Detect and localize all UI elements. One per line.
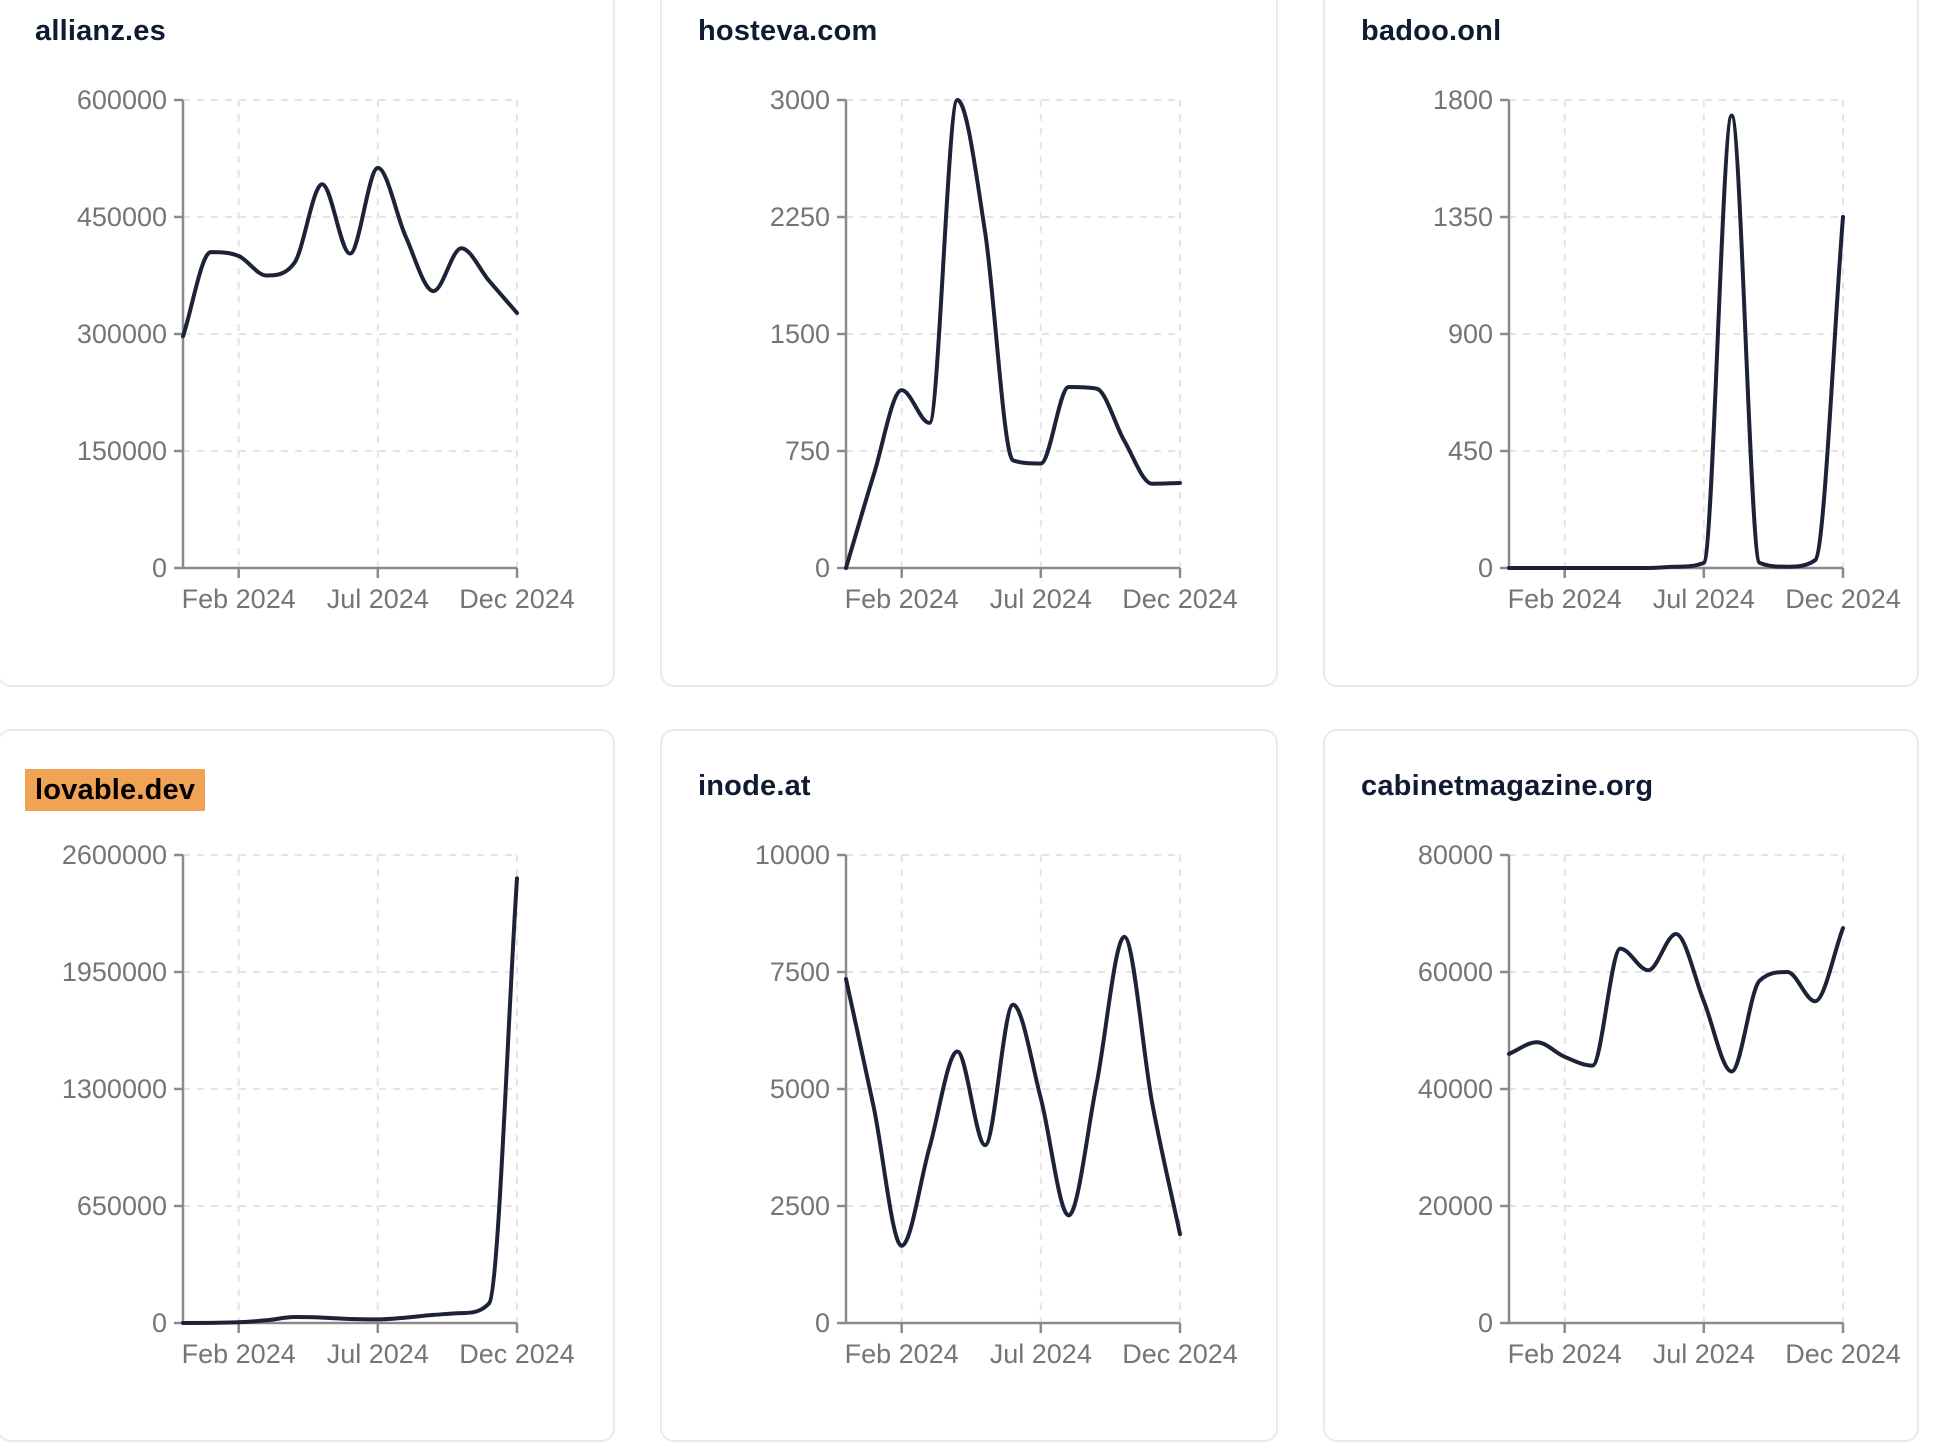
y-tick-label: 600000: [77, 85, 167, 115]
x-tick-label: Dec 2024: [459, 1339, 575, 1369]
domain-title: allianz.es: [35, 14, 587, 48]
traffic-card-4: lovable.dev 0 650000 1300000 1950000 2600000…: [0, 729, 615, 1442]
y-tick-label: 1500: [770, 319, 830, 349]
y-tick-label: 450: [1448, 436, 1493, 466]
x-tick-label: Feb 2024: [182, 584, 296, 614]
y-tick-label: 10000: [755, 840, 830, 870]
x-tick-label: Jul 2024: [990, 584, 1092, 614]
y-tick-label: 0: [815, 553, 830, 583]
y-tick-label: 1950000: [62, 957, 167, 987]
x-tick-label: Jul 2024: [990, 1339, 1092, 1369]
y-tick-label: 20000: [1418, 1191, 1493, 1221]
traffic-series-line: [844, 934, 1182, 1248]
traffic-line-chart: 0 20000 40000 60000 80000 Feb 2024 Jul 2024 Dec…: [1418, 840, 1901, 1369]
y-tick-label: 0: [1478, 553, 1493, 583]
x-tick-label: Jul 2024: [327, 584, 429, 614]
y-tick-label: 7500: [770, 957, 830, 987]
x-tick-label: Dec 2024: [459, 584, 575, 614]
y-tick-label: 750: [785, 436, 830, 466]
domain-title-text: badoo.onl: [1361, 15, 1502, 47]
traffic-card-6: cabinetmagazine.org 0 20000 40000 60000 8000…: [1323, 729, 1919, 1442]
domain-title: lovable.dev: [25, 769, 587, 811]
x-tick-label: Jul 2024: [1653, 584, 1755, 614]
y-tick-label: 2250: [770, 202, 830, 232]
y-tick-label: 0: [152, 553, 167, 583]
y-tick-label: 1350: [1433, 202, 1493, 232]
traffic-card-3: badoo.onl 0 450 900 1350 1800 Feb 2024 Jul 202…: [1323, 0, 1919, 687]
y-tick-label: 2500: [770, 1191, 830, 1221]
x-tick-label: Dec 2024: [1785, 1339, 1901, 1369]
y-tick-label: 0: [815, 1308, 830, 1338]
x-tick-label: Feb 2024: [182, 1339, 296, 1369]
traffic-series-line: [181, 165, 519, 339]
traffic-line-chart: 0 450 900 1350 1800 Feb 2024 Jul 2024 Dec 2024: [1433, 85, 1901, 614]
domain-title: badoo.onl: [1361, 14, 1913, 48]
x-tick-label: Feb 2024: [845, 1339, 959, 1369]
x-tick-label: Feb 2024: [1508, 584, 1622, 614]
y-tick-label: 0: [1478, 1308, 1493, 1338]
traffic-card-5: inode.at 0 2500 5000 7500 10000 Feb 2024 Jul 2…: [660, 729, 1278, 1442]
domain-title: inode.at: [698, 769, 1250, 803]
domain-title-text: allianz.es: [35, 15, 166, 47]
traffic-series-line: [844, 98, 1182, 570]
y-tick-label: 80000: [1418, 840, 1493, 870]
x-tick-label: Dec 2024: [1122, 584, 1238, 614]
y-tick-label: 1800: [1433, 85, 1493, 115]
y-tick-label: 150000: [77, 436, 167, 466]
traffic-line-chart: 0 650000 1300000 1950000 2600000 Feb 2024 Jul …: [62, 840, 575, 1369]
x-tick-label: Dec 2024: [1122, 1339, 1238, 1369]
traffic-card-2: hosteva.com 0 750 1500 2250 3000 Feb 2024 Jul …: [660, 0, 1278, 687]
domain-title: hosteva.com: [698, 14, 1250, 48]
y-tick-label: 40000: [1418, 1074, 1493, 1104]
domain-title-text: lovable.dev: [25, 769, 206, 811]
y-tick-label: 0: [152, 1308, 167, 1338]
y-tick-label: 60000: [1418, 957, 1493, 987]
y-tick-label: 300000: [77, 319, 167, 349]
domain-title-text: cabinetmagazine.org: [1361, 770, 1654, 802]
y-tick-label: 3000: [770, 85, 830, 115]
y-tick-label: 650000: [77, 1191, 167, 1221]
traffic-line-chart: 0 2500 5000 7500 10000 Feb 2024 Jul 2024 Dec 20…: [755, 840, 1238, 1369]
x-tick-label: Feb 2024: [1508, 1339, 1622, 1369]
domain-title-text: hosteva.com: [698, 15, 878, 47]
traffic-line-chart: 0 750 1500 2250 3000 Feb 2024 Jul 2024 Dec 2024: [770, 85, 1238, 614]
y-tick-label: 1300000: [62, 1074, 167, 1104]
x-tick-label: Dec 2024: [1785, 584, 1901, 614]
y-tick-label: 5000: [770, 1074, 830, 1104]
x-tick-label: Feb 2024: [845, 584, 959, 614]
traffic-line-chart: 0 150000 300000 450000 600000 Feb 2024 Jul 202…: [77, 85, 575, 614]
y-tick-label: 450000: [77, 202, 167, 232]
traffic-series-line: [1507, 113, 1845, 570]
domain-title: cabinetmagazine.org: [1361, 769, 1913, 803]
domain-title-text: inode.at: [698, 770, 811, 802]
x-tick-label: Jul 2024: [1653, 1339, 1755, 1369]
traffic-series-line: [1507, 926, 1845, 1074]
traffic-series-line: [181, 876, 519, 1325]
x-tick-label: Jul 2024: [327, 1339, 429, 1369]
traffic-card-1: allianz.es 0 150000 300000 450000 600000 Feb …: [0, 0, 615, 687]
y-tick-label: 2600000: [62, 840, 167, 870]
y-tick-label: 900: [1448, 319, 1493, 349]
